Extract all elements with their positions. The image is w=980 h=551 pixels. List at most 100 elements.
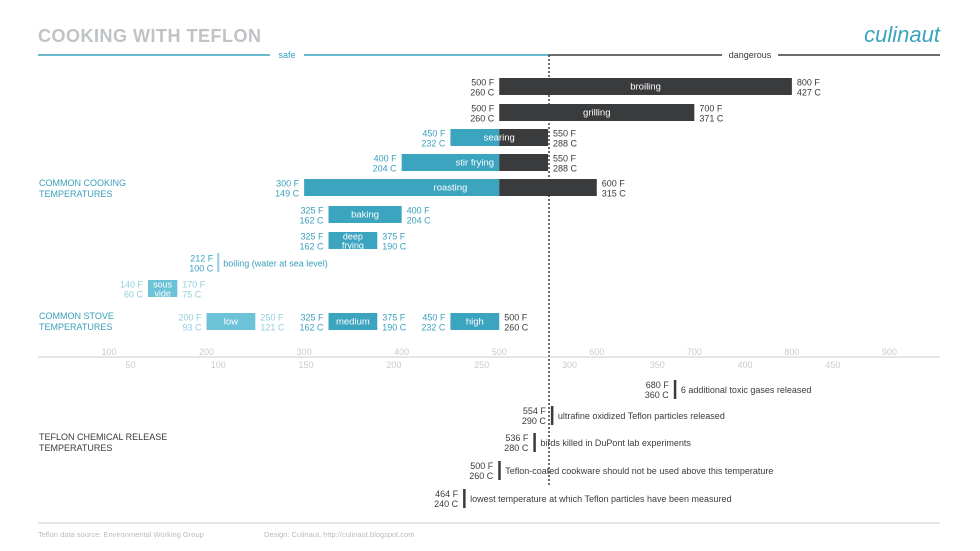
high-c-label: 288 C xyxy=(553,164,578,174)
low-f-label: 300 F xyxy=(276,179,300,189)
bar-segment-safe xyxy=(304,179,500,196)
bar-name-part: vide xyxy=(154,289,171,299)
release-mark xyxy=(550,406,554,425)
bar-segment-safe xyxy=(148,280,178,297)
f-tick-label: 500 xyxy=(492,347,507,357)
f-tick-label: 100 xyxy=(101,347,116,357)
stove-group-label-line-0: COMMON STOVE xyxy=(39,311,114,321)
high-f-label: 550 F xyxy=(553,129,577,139)
low-f-label: 500 F xyxy=(471,78,495,88)
release-f-label: 464 F xyxy=(435,489,459,499)
low-c-label: 162 C xyxy=(299,242,324,252)
low-f-label: 500 F xyxy=(471,104,495,114)
f-tick-label: 400 xyxy=(394,347,409,357)
high-f-label: 700 F xyxy=(699,104,723,114)
low-c-label: 260 C xyxy=(470,114,495,124)
bar-segment-dangerous xyxy=(499,179,597,196)
low-f-label: 325 F xyxy=(300,313,324,323)
bar-name: medium xyxy=(336,317,370,328)
low-f-label: 450 F xyxy=(422,129,446,139)
bar-name: stir frying xyxy=(456,158,495,169)
cooking-group-label-line-0: COMMON COOKING xyxy=(39,178,126,188)
c-tick-label: 450 xyxy=(825,360,840,370)
high-f-label: 375 F xyxy=(382,232,406,242)
low-f-label: 212 F xyxy=(190,254,214,264)
bar-segment-safe xyxy=(328,206,402,223)
bar-name: baking xyxy=(351,210,379,221)
release-f-label: 680 F xyxy=(646,380,670,390)
bar-name-part: frying xyxy=(342,241,364,251)
release-c-label: 260 C xyxy=(469,471,494,481)
low-f-label: 140 F xyxy=(120,280,144,290)
release-c-label: 360 C xyxy=(645,390,670,400)
low-c-label: 93 C xyxy=(183,323,203,333)
high-f-label: 250 F xyxy=(260,313,284,323)
stove-group-label-line-1: TEMPERATURES xyxy=(39,322,112,332)
c-tick-label: 300 xyxy=(562,360,577,370)
bar-name: boiling (water at sea level) xyxy=(223,259,328,269)
safe-zone-label: safe xyxy=(278,50,295,60)
bar-segment-safe xyxy=(328,232,378,249)
bar-segment-dangerous xyxy=(499,104,695,121)
f-tick-label: 300 xyxy=(297,347,312,357)
bar-name: roasting xyxy=(434,183,468,194)
high-f-label: 550 F xyxy=(553,154,577,164)
release-c-label: 290 C xyxy=(522,416,547,426)
bar-segment-dangerous xyxy=(499,129,548,146)
high-c-label: 260 C xyxy=(504,323,529,333)
chart-title: COOKING WITH TEFLON xyxy=(38,26,261,46)
c-tick-label: 150 xyxy=(299,360,314,370)
low-f-label: 400 F xyxy=(374,154,398,164)
high-c-label: 315 C xyxy=(602,189,627,199)
release-description: 6 additional toxic gases released xyxy=(681,385,812,395)
bar-segment-safe xyxy=(328,313,378,330)
logo: culinaut xyxy=(864,22,941,47)
dangerous-label-bg xyxy=(722,49,778,61)
low-c-label: 260 C xyxy=(470,88,495,98)
low-c-label: 60 C xyxy=(124,290,144,300)
c-tick-label: 350 xyxy=(650,360,665,370)
f-tick-label: 800 xyxy=(784,347,799,357)
high-f-label: 600 F xyxy=(602,179,626,189)
release-mark xyxy=(498,461,501,480)
bar-mark xyxy=(217,253,220,272)
low-c-label: 232 C xyxy=(421,139,446,149)
release-mark xyxy=(463,489,466,508)
release-f-label: 500 F xyxy=(470,461,494,471)
release-group-label-line-1: TEMPERATURES xyxy=(39,443,112,453)
release-mark xyxy=(533,433,536,452)
high-f-label: 170 F xyxy=(182,280,206,290)
low-c-label: 162 C xyxy=(299,216,324,226)
dangerous-zone-label: dangerous xyxy=(729,50,772,60)
low-f-label: 450 F xyxy=(422,313,446,323)
high-f-label: 500 F xyxy=(504,313,528,323)
release-description: Teflon-coated cookware should not be use… xyxy=(505,466,773,476)
release-group-label-line-0: TEFLON CHEMICAL RELEASE xyxy=(39,432,167,442)
low-f-label: 325 F xyxy=(300,232,324,242)
bar-segment-safe xyxy=(206,313,256,330)
high-f-label: 375 F xyxy=(382,313,406,323)
high-f-label: 400 F xyxy=(407,206,431,216)
high-c-label: 190 C xyxy=(382,323,407,333)
c-tick-label: 100 xyxy=(211,360,226,370)
low-c-label: 100 C xyxy=(189,264,214,274)
release-f-label: 536 F xyxy=(505,433,529,443)
release-c-label: 240 C xyxy=(434,499,459,509)
bar-name: broiling xyxy=(630,82,661,93)
high-f-label: 800 F xyxy=(797,78,821,88)
